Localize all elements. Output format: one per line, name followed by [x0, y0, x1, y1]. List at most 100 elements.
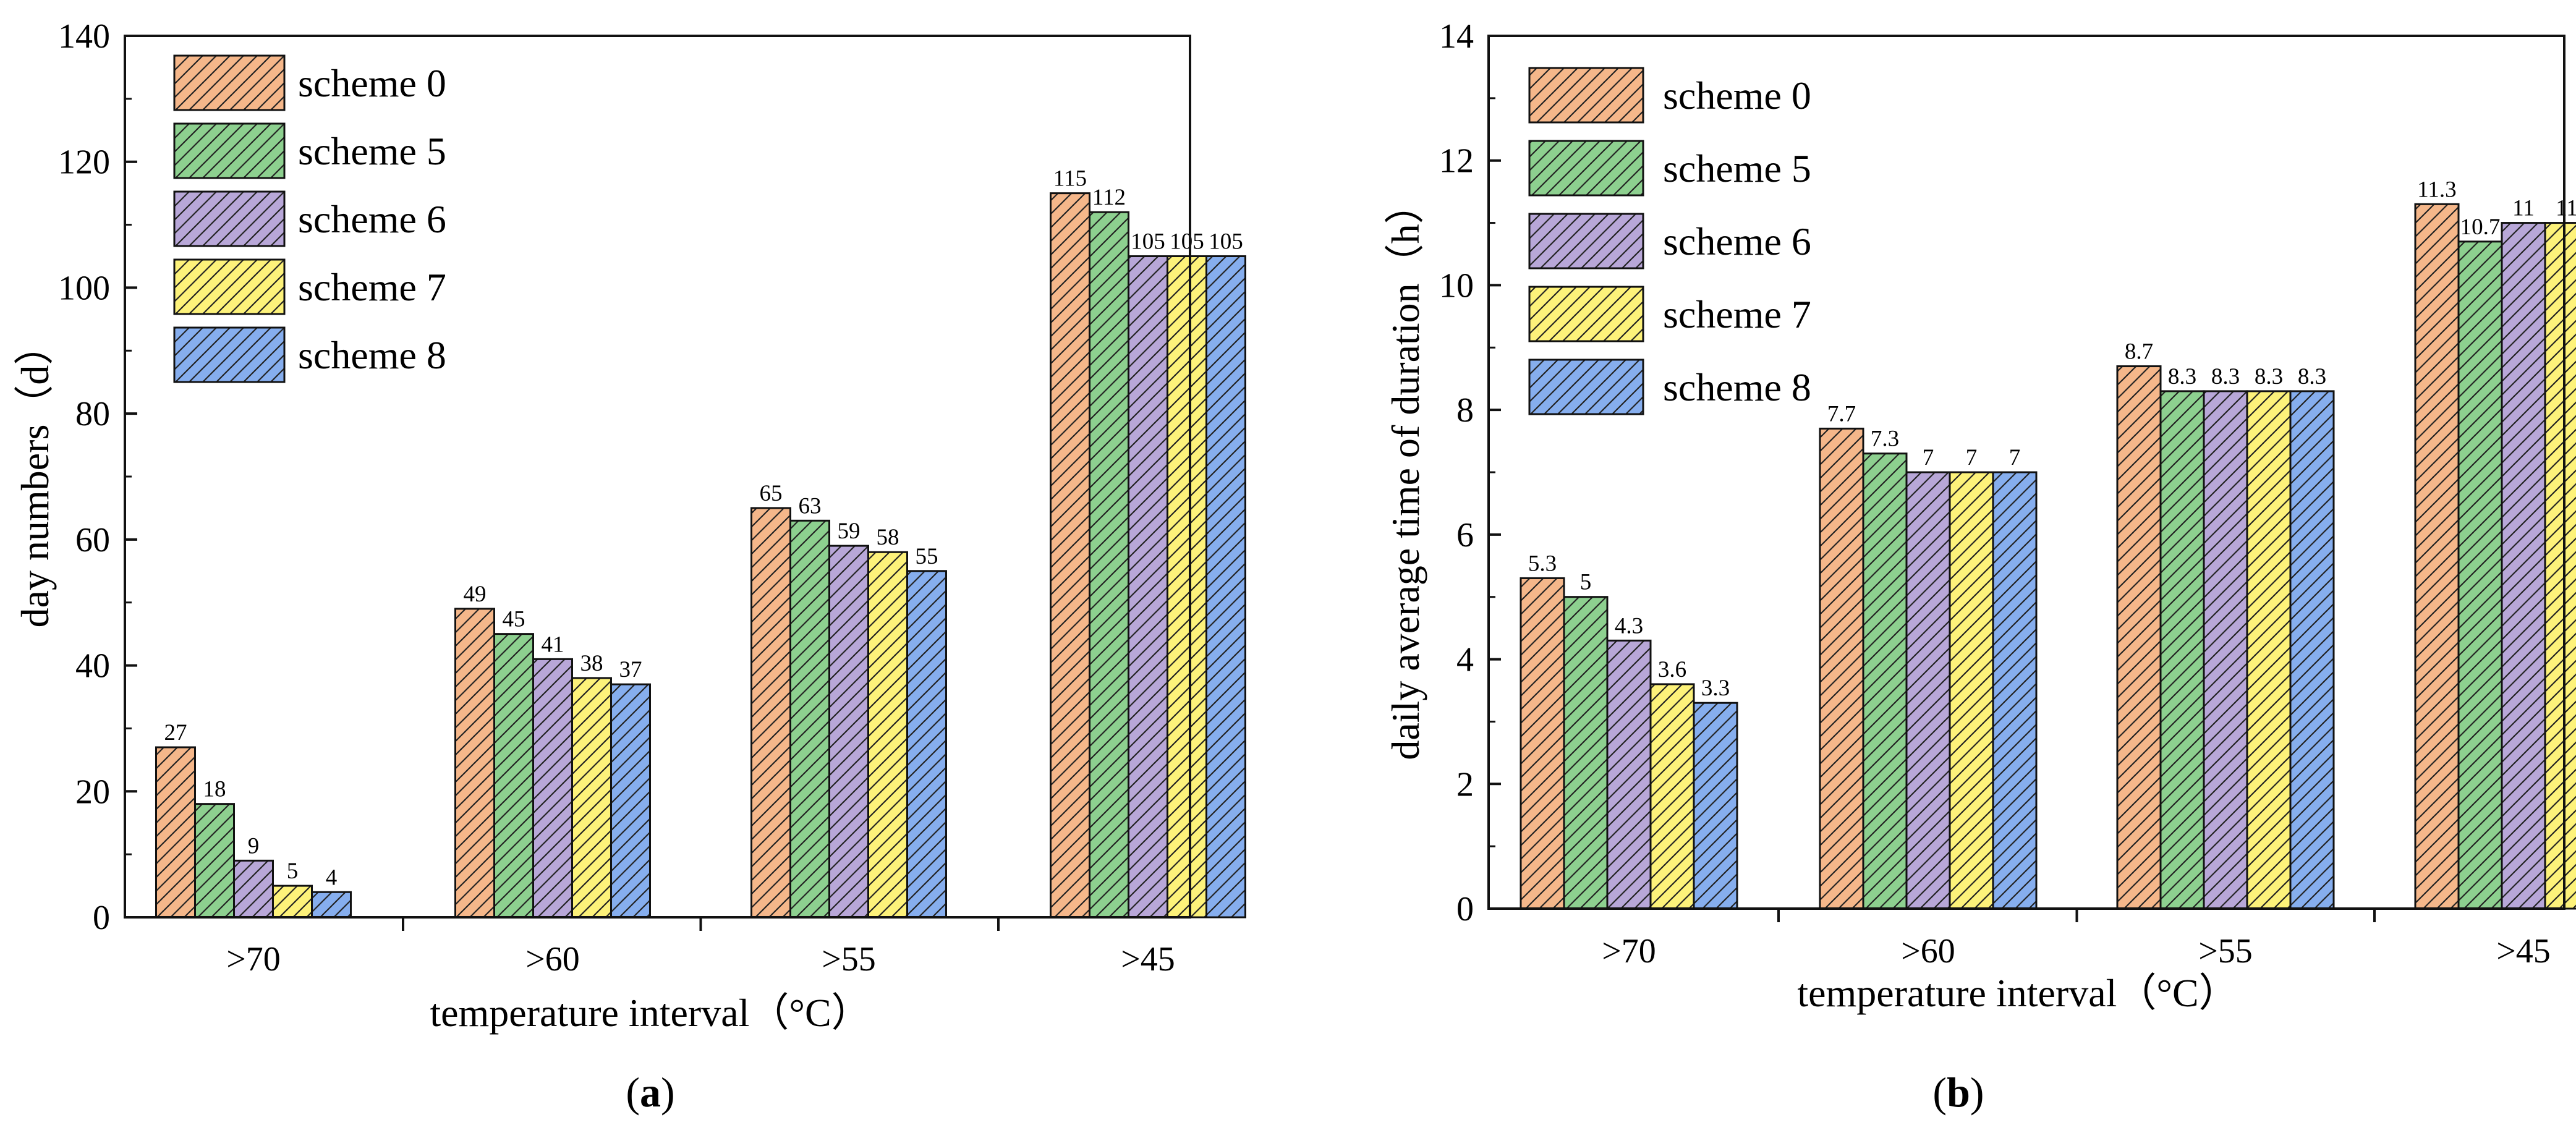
chart-a-bar-label-2-5: 37 — [619, 657, 642, 682]
chart-b-x-tick-label: >45 — [2496, 932, 2551, 970]
chart-a-bar-label-2-2: 45 — [503, 607, 525, 632]
chart-b-bar-3-1 — [2116, 365, 2162, 910]
chart-b-y-tick-label: 0 — [1456, 890, 1474, 928]
chart-b-bar-1-1 — [1520, 577, 1565, 910]
chart-b-bar-label-2-4: 7 — [1966, 445, 1978, 470]
chart-a-bar-label-4-4: 105 — [1170, 229, 1204, 255]
chart-a-bar-2-2 — [493, 633, 534, 919]
chart-a-bar-1-4 — [272, 885, 313, 919]
chart-b-legend-swatch-3 — [1528, 213, 1644, 269]
chart-a-legend-swatch-5 — [173, 326, 286, 383]
chart-a-x-tick-label: >70 — [226, 940, 281, 978]
chart-a-bar-3-1 — [750, 507, 791, 919]
chart-a-x-tick-label: >45 — [1121, 940, 1175, 978]
chart-b-bar-label-1-4: 3.6 — [1658, 657, 1686, 682]
chart-b-legend-label-2: scheme 5 — [1663, 146, 1811, 190]
chart-a-bar-2-3 — [532, 658, 573, 919]
chart-a-bar-1-5 — [311, 891, 352, 919]
chart-a-bar-label-4-1: 115 — [1053, 166, 1087, 192]
chart-b-bar-label-4-3: 11 — [2512, 196, 2535, 221]
chart-b-bar-3-5 — [2289, 390, 2335, 910]
chart-b-bar-2-1 — [1819, 427, 1864, 910]
chart-b-legend-label-5: scheme 8 — [1663, 365, 1811, 409]
chart-a-bar-label-3-4: 58 — [877, 525, 899, 550]
chart-a-bar-2-4 — [571, 677, 612, 919]
chart-b-bar-label-1-1: 5.3 — [1528, 551, 1557, 576]
chart-a-legend-swatch-2 — [173, 122, 286, 179]
chart-b-bar-1-3 — [1606, 639, 1652, 910]
chart-a-y-tick-label: 0 — [93, 899, 110, 937]
chart-a-legend-swatch-3 — [173, 190, 286, 247]
chart-a-bar-2-1 — [454, 608, 495, 919]
chart-a-x-tick-label: >60 — [525, 940, 580, 978]
chart-b-bar-label-3-2: 8.3 — [2168, 364, 2196, 389]
chart-a-y-tick-label: 20 — [75, 773, 110, 811]
chart-b: 5.3 5 4.3 3.6 3.3 7.7 7.3 7 7 7 8.7 8.3 8.3 8.3 8.3 11.… — [1384, 17, 2576, 1116]
chart-b-y-tick-label: 12 — [1439, 142, 1474, 180]
chart-a-y-axis-title: day numbers（d） — [13, 326, 57, 628]
chart-b-x-tick-label: >55 — [2198, 932, 2253, 970]
chart-a-bar-4-5 — [1205, 255, 1246, 919]
chart-a-bar-3-3 — [828, 545, 869, 919]
chart-a-legend-swatch-4 — [173, 258, 286, 315]
chart-b-y-tick-label: 8 — [1456, 391, 1474, 430]
chart-a-bar-1-2 — [194, 803, 235, 919]
chart-a-bar-4-3 — [1128, 255, 1168, 919]
chart-a-y-tick-label: 80 — [75, 395, 110, 433]
chart-a-bar-4-1 — [1050, 192, 1090, 919]
chart-a-bar-label-2-4: 38 — [580, 651, 603, 676]
chart-a-bar-label-1-4: 5 — [287, 859, 299, 884]
chart-b-legend-swatch-4 — [1528, 286, 1644, 342]
chart-b-bar-3-3 — [2203, 390, 2248, 910]
chart-b-legend-swatch-5 — [1528, 359, 1644, 415]
chart-a-y-tick-label: 140 — [58, 17, 110, 56]
chart-b-bar-2-4 — [1949, 471, 1994, 910]
chart-b-bar-label-2-1: 7.7 — [1827, 401, 1856, 426]
chart-b-bar-label-3-5: 8.3 — [2298, 364, 2326, 389]
chart-b-legend-label-1: scheme 0 — [1663, 74, 1811, 117]
chart-a-y-tick-label: 120 — [58, 143, 110, 182]
chart-b-y-tick-label: 6 — [1456, 516, 1474, 554]
chart-a-bar-label-1-3: 9 — [248, 833, 260, 859]
chart-b-bar-label-3-1: 8.7 — [2125, 339, 2153, 365]
chart-b-bar-2-5 — [1992, 471, 2038, 910]
chart-b-bar-4-2 — [2457, 240, 2503, 910]
chart-b-bar-2-2 — [1862, 452, 1908, 910]
chart-a-bar-label-4-2: 112 — [1092, 185, 1126, 210]
chart-a-bar-1-3 — [233, 859, 274, 919]
chart-a-bar-label-3-2: 63 — [799, 493, 822, 519]
chart-b-panel-label: (b) — [1932, 1069, 1984, 1116]
chart-a-y-tick-label: 60 — [75, 521, 110, 559]
chart-a-y-tick-label: 100 — [58, 269, 110, 307]
chart-a-y-tick-label: 40 — [75, 647, 110, 685]
chart-b-bar-label-4-1: 11.3 — [2417, 177, 2456, 202]
chart-b-x-axis-title: temperature interval（°C） — [1797, 971, 2238, 1015]
chart-a-bar-label-1-5: 4 — [326, 865, 338, 890]
chart-a-bar-label-3-1: 65 — [760, 481, 783, 506]
chart-a-x-axis-title: temperature interval（°C） — [430, 991, 870, 1035]
chart-b-bar-4-3 — [2501, 222, 2546, 910]
chart-a-bar-label-3-5: 55 — [916, 544, 938, 569]
chart-b-bar-label-2-3: 7 — [1923, 445, 1934, 470]
chart-b-bar-4-4 — [2544, 222, 2576, 910]
chart-a-bar-3-4 — [867, 551, 908, 919]
chart-a-legend-label-3: scheme 6 — [298, 197, 446, 241]
chart-b-bar-label-1-3: 4.3 — [1615, 613, 1643, 639]
chart-b-legend-label-3: scheme 6 — [1663, 219, 1811, 263]
chart-b-y-tick-label: 10 — [1439, 266, 1474, 305]
chart-b-bar-1-5 — [1693, 702, 1738, 910]
chart-b-bar-3-4 — [2246, 390, 2292, 910]
chart-a-legend-swatch-1 — [173, 54, 286, 111]
chart-a-bar-label-1-1: 27 — [164, 720, 187, 745]
chart-a-bar-label-2-1: 49 — [464, 582, 487, 607]
chart-b-bar-label-2-5: 7 — [2009, 445, 2021, 470]
chart-b-bar-label-4-4: 11 — [2556, 196, 2576, 221]
chart-b-bar-label-4-2: 10.7 — [2460, 214, 2501, 240]
chart-b-bar-3-2 — [2159, 390, 2205, 910]
chart-b-y-tick-label: 2 — [1456, 765, 1474, 804]
chart-a-legend-label-2: scheme 5 — [298, 129, 446, 173]
chart-b-bar-label-1-2: 5 — [1580, 570, 1592, 595]
chart-a-legend-label-4: scheme 7 — [298, 265, 446, 309]
